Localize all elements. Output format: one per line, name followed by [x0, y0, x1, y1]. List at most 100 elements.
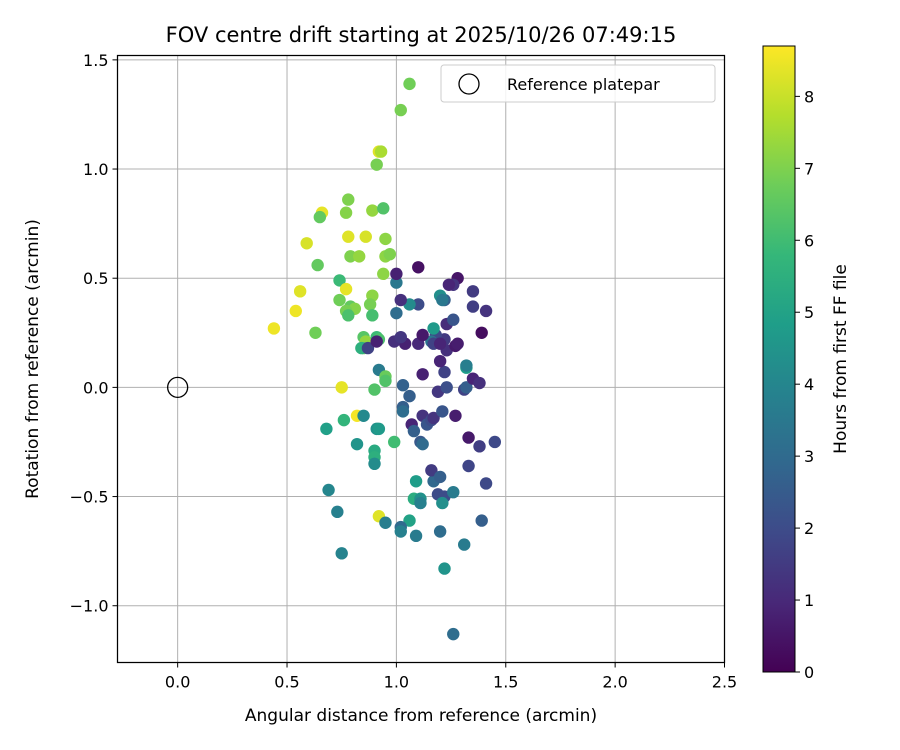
data-point — [313, 210, 327, 224]
data-point — [363, 298, 377, 311]
data-point — [339, 282, 353, 296]
data-point — [447, 313, 460, 326]
data-point — [333, 274, 346, 287]
data-point — [374, 145, 388, 158]
data-point — [379, 374, 392, 388]
data-point — [335, 547, 348, 560]
colorbar-gradient — [763, 46, 795, 672]
chart-title: FOV centre drift starting at 2025/10/26 … — [166, 23, 677, 47]
x-tick-label: 1.0 — [384, 673, 409, 692]
data-point — [394, 525, 407, 538]
data-point — [479, 477, 493, 490]
data-point — [416, 437, 429, 451]
data-point — [425, 464, 438, 477]
data-point — [359, 230, 372, 243]
data-point — [309, 326, 322, 339]
data-point — [366, 309, 379, 322]
data-point — [394, 330, 407, 344]
data-point — [460, 359, 473, 372]
legend: Reference platepar — [440, 64, 716, 103]
reference-point-group — [167, 376, 189, 399]
data-point — [409, 529, 423, 543]
y-tick-label: 1.5 — [83, 51, 108, 70]
data-point — [344, 250, 357, 263]
data-point — [460, 381, 473, 394]
colorbar-tick-label: 1 — [804, 591, 814, 610]
data-point — [442, 278, 456, 291]
data-point — [479, 304, 493, 318]
legend-reference-marker — [458, 73, 480, 95]
data-point — [394, 293, 407, 307]
data-point — [370, 335, 383, 348]
legend-box — [440, 64, 716, 103]
data-points — [267, 77, 502, 641]
data-point — [368, 457, 381, 471]
x-tick-label: 0.0 — [165, 673, 190, 692]
data-point — [473, 376, 486, 390]
data-point — [449, 409, 462, 422]
data-point — [403, 77, 416, 91]
data-point — [370, 158, 383, 171]
data-point — [416, 368, 429, 381]
data-point — [407, 424, 421, 438]
data-point — [466, 285, 480, 298]
x-axis-label: Angular distance from reference (arcmin) — [245, 706, 597, 726]
data-point — [462, 431, 475, 444]
colorbar: 0 1 2 3 4 5 6 7 8 Hours from first FF file — [762, 45, 851, 682]
data-point — [372, 422, 386, 436]
colorbar-tick-label: 4 — [804, 375, 814, 394]
data-point — [331, 505, 344, 519]
x-tick-label: 1.5 — [493, 673, 518, 692]
data-point — [322, 483, 335, 497]
plot-frame — [116, 54, 726, 664]
data-point — [440, 381, 453, 394]
colorbar-tick-label: 5 — [804, 303, 814, 322]
colorbar-tick-label: 7 — [804, 159, 814, 178]
y-axis-ticks: 1.5 1.0 0.5 0.0 −0.5 −1.0 — [70, 51, 118, 616]
data-point — [447, 627, 460, 641]
data-point — [320, 422, 333, 436]
data-point — [267, 322, 281, 335]
data-point — [333, 293, 346, 307]
data-point — [473, 440, 486, 453]
data-point — [361, 341, 375, 355]
colorbar-tick-label: 6 — [804, 231, 814, 250]
data-point — [377, 202, 390, 215]
x-axis-ticks: 0.0 0.5 1.0 1.5 2.0 2.5 — [165, 662, 737, 692]
data-point — [436, 496, 449, 510]
data-point — [383, 247, 397, 261]
data-point — [433, 470, 447, 484]
data-point — [342, 309, 355, 322]
data-point — [403, 389, 416, 403]
y-tick-label: 1.0 — [83, 160, 108, 179]
data-point — [433, 354, 447, 368]
data-point — [412, 298, 425, 311]
y-tick-label: −1.0 — [70, 597, 109, 616]
reference-platepar-marker — [167, 376, 189, 399]
data-point — [289, 304, 302, 318]
data-point — [458, 538, 471, 551]
data-point — [409, 475, 423, 488]
data-point — [427, 411, 440, 425]
colorbar-ticks: 0 1 2 3 4 5 6 7 8 — [795, 87, 814, 682]
data-point — [475, 514, 488, 527]
legend-label: Reference platepar — [507, 75, 660, 94]
colorbar-frame — [762, 45, 796, 673]
data-point — [379, 516, 392, 529]
data-point — [438, 562, 451, 575]
colorbar-label: Hours from first FF file — [831, 264, 851, 454]
data-point — [300, 237, 313, 250]
data-point — [335, 381, 348, 394]
data-point — [390, 267, 403, 281]
x-tick-label: 2.5 — [712, 673, 737, 692]
colorbar-tick-label: 8 — [804, 87, 814, 106]
data-point — [311, 258, 324, 272]
y-tick-label: −0.5 — [70, 488, 109, 507]
data-point — [396, 405, 410, 418]
data-point — [293, 285, 307, 298]
data-point — [368, 383, 381, 396]
data-point — [394, 103, 407, 117]
data-point — [366, 204, 379, 217]
data-point — [436, 405, 449, 418]
data-point — [414, 496, 427, 510]
